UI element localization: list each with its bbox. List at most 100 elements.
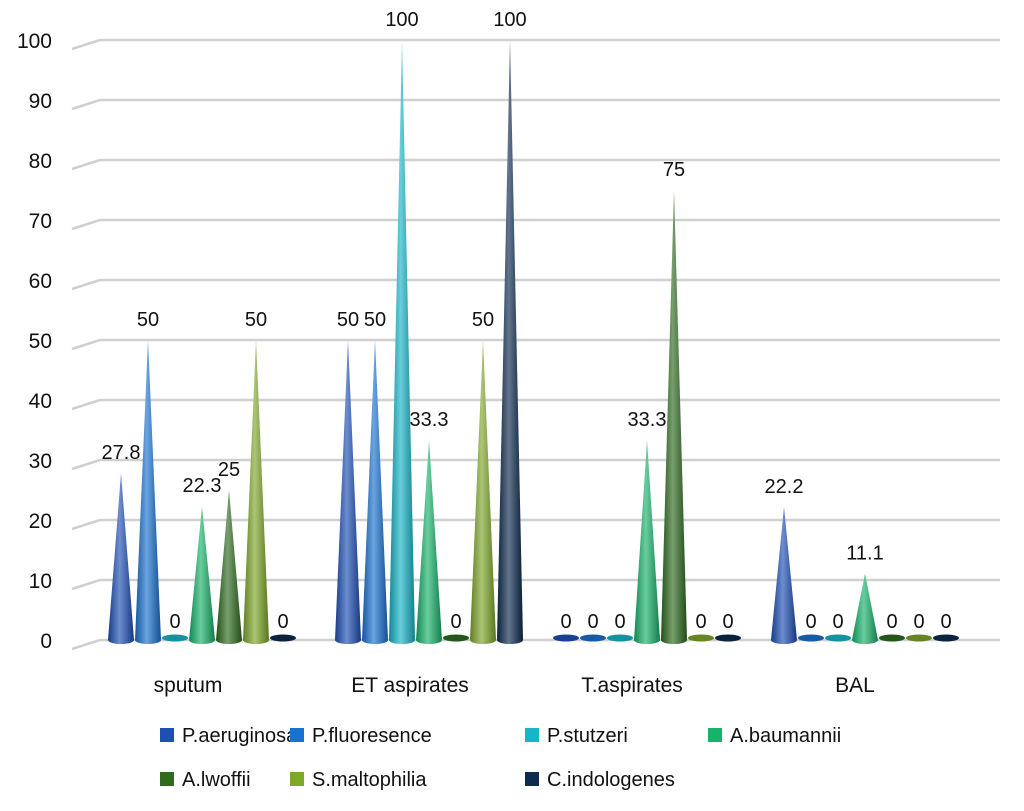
data-label: 0 xyxy=(560,611,571,633)
data-label: 0 xyxy=(913,611,924,633)
y-tick-label: 90 xyxy=(29,90,52,113)
y-tick-label: 30 xyxy=(29,450,52,473)
gridline-depth xyxy=(71,98,101,111)
data-label: 50 xyxy=(472,309,494,331)
data-label: 25 xyxy=(218,459,240,481)
legend-label: P.aeruginosa xyxy=(182,725,298,747)
cone-base-A.lwoffii xyxy=(443,634,469,642)
data-label: 0 xyxy=(832,611,843,633)
legend-item: S.maltophilia xyxy=(290,769,427,791)
x-tick-label: ET aspirates xyxy=(351,674,469,697)
data-label: 50 xyxy=(245,309,267,331)
data-label: 11.1 xyxy=(846,542,883,564)
cone-base-C.indologenes xyxy=(270,634,296,642)
cone-base-P.aeruginosa xyxy=(553,634,579,642)
y-tick-label: 0 xyxy=(40,630,52,653)
x-axis-ticks: sputum ET aspirates T.aspirates BAL xyxy=(154,674,875,697)
data-label: 22.2 xyxy=(765,476,804,498)
cone-A.baumannii xyxy=(852,573,878,644)
cones xyxy=(108,40,959,644)
cone-base-A.lwoffii xyxy=(879,634,905,642)
cone-base-P.fluoresence xyxy=(798,634,824,642)
y-tick-label: 10 xyxy=(29,570,52,593)
legend-swatch xyxy=(160,728,174,742)
y-tick-label: 70 xyxy=(29,210,52,233)
legend-swatch xyxy=(525,772,539,786)
y-tick-label: 80 xyxy=(29,150,52,173)
gridline-depth xyxy=(71,398,101,411)
legend-swatch xyxy=(160,772,174,786)
legend-label: A.lwoffii xyxy=(182,769,251,791)
legend-swatch xyxy=(708,728,722,742)
gridline-depth xyxy=(71,338,101,351)
data-label: 0 xyxy=(805,611,816,633)
y-tick-label: 50 xyxy=(29,330,52,353)
data-label: 50 xyxy=(364,309,386,331)
gridline-depth xyxy=(71,518,101,531)
legend-label: P.fluoresence xyxy=(312,725,432,747)
cone-A.baumannii xyxy=(634,440,660,644)
gridline-depth xyxy=(71,458,101,471)
data-label: 100 xyxy=(493,9,526,31)
gridline-depth xyxy=(71,638,101,651)
legend-swatch xyxy=(290,772,304,786)
data-label: 27.8 xyxy=(102,442,141,464)
data-label: 0 xyxy=(886,611,897,633)
data-label: 50 xyxy=(137,309,159,331)
cone-C.indologenes xyxy=(497,40,523,644)
data-label: 75 xyxy=(663,159,685,181)
cone-P.aeruginosa xyxy=(335,340,361,644)
cone-base-P.fluoresence xyxy=(580,634,606,642)
data-label: 0 xyxy=(450,611,461,633)
legend-item: P.fluoresence xyxy=(290,725,432,747)
cone-A.lwoffii xyxy=(216,490,242,644)
cone-base-P.stutzeri xyxy=(825,634,851,642)
y-axis-ticks: 0 10 20 30 40 50 60 70 80 90 100 xyxy=(17,30,52,653)
gridline-depth xyxy=(71,578,101,591)
data-label: 50 xyxy=(337,309,359,331)
y-tick-label: 20 xyxy=(29,510,52,533)
cone-base-S.maltophilia xyxy=(906,634,932,642)
cone-S.maltophilia xyxy=(243,340,269,644)
data-label: 0 xyxy=(277,611,288,633)
y-tick-label: 40 xyxy=(29,390,52,413)
legend-swatch xyxy=(290,728,304,742)
gridline-depth xyxy=(71,158,101,171)
cone-P.stutzeri xyxy=(389,40,415,644)
x-tick-label: sputum xyxy=(154,674,223,697)
data-label: 33.3 xyxy=(410,409,449,431)
legend-item: P.aeruginosa xyxy=(160,725,298,747)
legend-item: A.baumannii xyxy=(708,725,841,747)
y-tick-label: 60 xyxy=(29,270,52,293)
cone-P.aeruginosa xyxy=(771,506,797,644)
cone-P.fluoresence xyxy=(362,340,388,644)
cone-base-P.stutzeri xyxy=(162,634,188,642)
x-tick-label: T.aspirates xyxy=(581,674,683,697)
cone-A.baumannii xyxy=(416,440,442,644)
cone-S.maltophilia xyxy=(470,340,496,644)
cone-P.fluoresence xyxy=(135,340,161,644)
data-label: 0 xyxy=(695,611,706,633)
data-label: 0 xyxy=(169,611,180,633)
cone-base-C.indologenes xyxy=(715,634,741,642)
data-label: 22.3 xyxy=(183,475,222,497)
cone-base-C.indologenes xyxy=(933,634,959,642)
legend-item: C.indologenes xyxy=(525,769,675,791)
cone-base-S.maltophilia xyxy=(688,634,714,642)
gridline-depth xyxy=(71,278,101,291)
gridline-depth xyxy=(71,38,101,51)
cone-A.lwoffii xyxy=(661,190,687,644)
cone-A.baumannii xyxy=(189,506,215,644)
cone-base-P.stutzeri xyxy=(607,634,633,642)
cone-P.aeruginosa xyxy=(108,473,134,644)
legend-label: P.stutzeri xyxy=(547,725,628,747)
legend: P.aeruginosa P.fluoresence P.stutzeri A.bau… xyxy=(160,725,841,791)
y-tick-label: 100 xyxy=(17,30,52,53)
legend-item: A.lwoffii xyxy=(160,769,251,791)
x-tick-label: BAL xyxy=(835,674,875,697)
data-label: 100 xyxy=(385,9,418,31)
gridline-depth xyxy=(71,218,101,231)
data-label: 0 xyxy=(722,611,733,633)
